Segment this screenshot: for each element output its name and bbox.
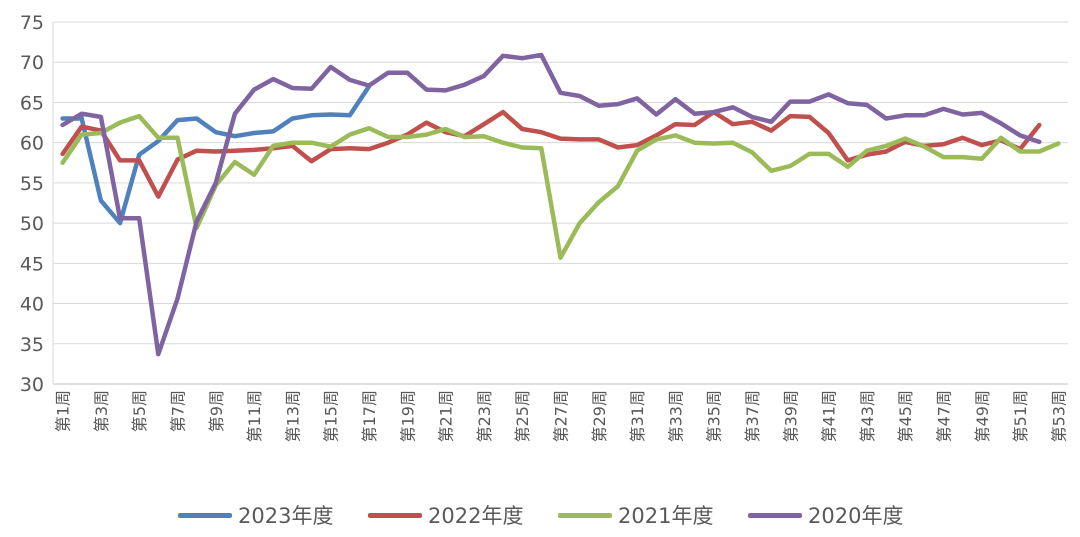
legend: 2023年度 2022年度 2021年度 2020年度 (0, 497, 1080, 533)
series-lines (60, 52, 1061, 357)
x-tick-label: 第27周 (552, 390, 571, 442)
x-tick-label: 第49周 (973, 390, 992, 442)
y-axis-ticks: 30 35 40 45 50 55 60 65 70 75 (20, 12, 44, 396)
legend-label-2: 2021年度 (618, 504, 714, 528)
y-tick-label: 75 (20, 12, 44, 34)
x-tick-label: 第51周 (1011, 390, 1030, 442)
legend-item-3: 2020年度 (748, 497, 903, 533)
x-tick-label: 第43周 (858, 390, 877, 442)
y-tick-label: 35 (20, 334, 44, 356)
x-tick-label: 第5周 (130, 390, 149, 432)
x-tick-label: 第31周 (628, 390, 647, 442)
legend-swatch-2 (558, 512, 612, 518)
legend-label-3: 2020年度 (808, 504, 904, 528)
x-tick-label: 第9周 (207, 390, 226, 432)
y-tick-label: 55 (20, 173, 44, 195)
legend-swatch-1 (368, 512, 422, 518)
y-tick-label: 40 (20, 294, 44, 316)
x-tick-label: 第15周 (322, 390, 341, 442)
legend-swatch-3 (748, 512, 802, 518)
x-tick-label: 第21周 (437, 390, 456, 442)
x-tick-label: 第37周 (743, 390, 762, 442)
line-chart: 30 35 40 45 50 55 60 65 70 75 第1周 第3周 第5周 第7周 第9周 第11周… (20, 12, 1069, 442)
y-tick-label: 30 (20, 374, 44, 396)
series-line-2 (60, 113, 1061, 260)
y-tick-label: 70 (20, 52, 44, 74)
series-line-0 (60, 84, 372, 226)
legend-label-1: 2022年度 (428, 504, 524, 528)
legend-swatch-0 (178, 512, 232, 518)
legend-item-2: 2021年度 (558, 497, 713, 533)
y-tick-label: 60 (20, 133, 44, 155)
x-tick-label: 第1周 (54, 390, 73, 432)
x-tick-label: 第45周 (896, 390, 915, 442)
x-tick-label: 第7周 (168, 390, 187, 432)
series-line-3 (60, 52, 1042, 357)
x-tick-label: 第23周 (475, 390, 494, 442)
x-tick-label: 第19周 (398, 390, 417, 442)
grid-lines (52, 21, 1068, 385)
x-tick-label: 第35周 (705, 390, 724, 442)
x-axis-ticks: 第1周 第3周 第5周 第7周 第9周 第11周 第13周 第15周 第17周 第19周 第21周第… (54, 390, 1069, 442)
x-tick-label: 第3周 (92, 390, 111, 432)
y-tick-label: 45 (20, 253, 44, 275)
y-tick-label: 50 (20, 213, 44, 235)
x-tick-label: 第41周 (820, 390, 839, 442)
x-tick-label: 第25周 (513, 390, 532, 442)
x-tick-label: 第17周 (360, 390, 379, 442)
x-tick-label: 第13周 (283, 390, 302, 442)
x-tick-label: 第33周 (666, 390, 685, 442)
legend-label-0: 2023年度 (238, 504, 334, 528)
x-tick-label: 第47周 (935, 390, 954, 442)
x-tick-label: 第53周 (1049, 390, 1068, 442)
legend-item-1: 2022年度 (368, 497, 523, 533)
legend-item-0: 2023年度 (178, 497, 333, 533)
x-tick-label: 第11周 (245, 390, 264, 442)
x-tick-label: 第39周 (781, 390, 800, 442)
y-tick-label: 65 (20, 92, 44, 114)
x-tick-label: 第29周 (590, 390, 609, 442)
